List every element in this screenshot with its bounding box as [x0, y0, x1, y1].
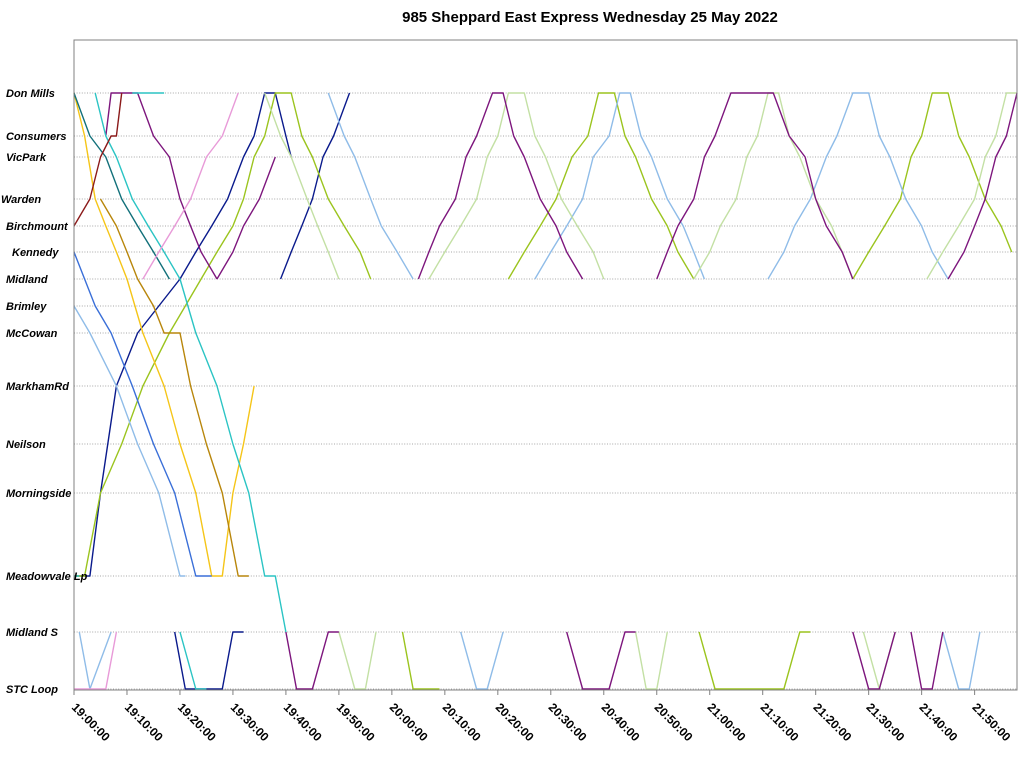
trip-line-10	[78, 631, 112, 690]
x-tick-label: 21:40:00	[917, 700, 961, 744]
trip-line-6	[507, 92, 695, 280]
stop-label: Consumers	[6, 131, 67, 143]
stop-label: McCowan	[6, 328, 58, 340]
trip-line-24	[216, 156, 276, 280]
time-tick-labels: 19:00:00 19:10:00 19:20:00 19:30:00 19:40:00…	[69, 690, 1014, 744]
trip-line-3	[174, 631, 244, 690]
trip-line-37	[179, 631, 207, 690]
x-tick-label: 20:00:00	[387, 700, 431, 744]
stop-label: VicPark	[6, 152, 47, 164]
trip-line-12	[460, 631, 504, 690]
plot-area-border	[73, 39, 1018, 691]
stop-label: Brimley	[6, 301, 47, 313]
trip-line-39	[73, 251, 212, 577]
stop-label: Kennedy	[12, 247, 59, 259]
trip-line-9	[73, 305, 186, 577]
gridlines	[74, 92, 1017, 690]
trip-line-18	[428, 92, 605, 280]
x-tick-label: 19:50:00	[334, 700, 378, 744]
x-tick-label: 19:40:00	[281, 700, 325, 744]
trip-line-41	[74, 631, 118, 690]
x-tick-label: 19:00:00	[69, 700, 113, 744]
trip-line-19	[634, 631, 668, 690]
trip-line-21	[862, 631, 896, 690]
trip-line-23	[105, 92, 218, 280]
stop-label: Don Mills	[6, 88, 55, 100]
trip-line-25	[285, 631, 339, 690]
trip-line-28	[656, 92, 854, 280]
trip-line-16	[264, 92, 340, 280]
trip-line-2	[279, 92, 351, 280]
trip-line-7	[698, 631, 811, 690]
trip-line-32	[73, 92, 255, 577]
x-tick-label: 20:20:00	[493, 700, 537, 744]
x-tick-label: 21:30:00	[864, 700, 908, 744]
x-tick-label: 21:20:00	[811, 700, 855, 744]
x-tick-label: 20:10:00	[440, 700, 484, 744]
trip-line-4	[74, 92, 372, 577]
x-tick-label: 19:30:00	[228, 700, 272, 744]
trip-line-29	[852, 631, 896, 690]
x-tick-label: 20:30:00	[546, 700, 590, 744]
trip-line-1	[74, 92, 292, 577]
trip-line-30	[910, 631, 944, 690]
stop-label: Midland S	[6, 627, 59, 639]
stop-labels: Don Mills Consumers VicPark Warden Birchmoun…	[1, 88, 88, 696]
trip-line-22	[926, 92, 1017, 280]
stop-label: Warden	[1, 194, 41, 206]
stop-label: Meadowvale Lp	[6, 571, 88, 583]
chart-title: 985 Sheppard East Express Wednesday 25 M…	[402, 9, 778, 26]
stop-label: MarkhamRd	[6, 381, 69, 393]
trip-line-42	[73, 92, 123, 227]
x-tick-label: 19:20:00	[175, 700, 219, 744]
trip-line-33	[99, 198, 249, 577]
stop-label: Neilson	[6, 439, 46, 451]
x-tick-label: 21:00:00	[705, 700, 749, 744]
stop-label: Midland	[6, 274, 48, 286]
stop-label: Morningside	[6, 488, 71, 500]
x-tick-label: 20:40:00	[599, 700, 643, 744]
trip-line-35	[94, 92, 287, 633]
trip-line-31	[947, 92, 1018, 280]
stop-label: STC Loop	[6, 684, 58, 696]
trip-line-20	[693, 92, 854, 280]
trip-line-15	[942, 631, 981, 690]
x-tick-label: 20:50:00	[652, 700, 696, 744]
stop-label: Birchmount	[6, 221, 69, 233]
x-tick-label: 19:10:00	[122, 700, 166, 744]
trip-line-26	[417, 92, 584, 280]
trip-line-40	[142, 92, 239, 280]
trip-line-5	[401, 631, 440, 690]
trip-line-11	[327, 92, 414, 280]
trip-line-14	[767, 92, 949, 280]
x-tick-label: 21:50:00	[969, 700, 1013, 744]
trip-line-27	[566, 631, 636, 690]
trip-line-17	[338, 631, 377, 690]
x-tick-label: 21:10:00	[758, 700, 802, 744]
trip-lines	[73, 92, 1018, 690]
trip-line-38	[73, 92, 171, 280]
